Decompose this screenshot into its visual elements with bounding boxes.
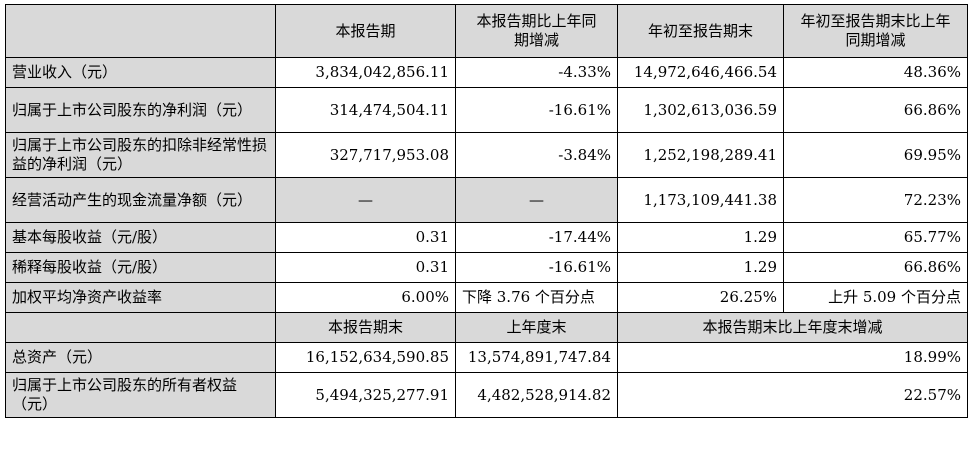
header-cell: 本报告期比上年同期增减 [455,4,618,58]
header-cell-text: 本报告期比上年同期增减 [476,12,597,49]
table-cell: 327,717,953.08 [275,132,456,178]
table-cell: 18.99% [617,342,968,373]
header-cell: 年初至报告期末比上年同期增减 [783,4,968,58]
table-row: 归属于上市公司股东的所有者权益（元） 5,494,325,277.91 4,48… [5,372,968,418]
row-label: 归属于上市公司股东的扣除非经常性损益的净利润（元） [5,132,276,178]
table-cell-na: — [275,177,456,223]
table-cell: 314,474,504.11 [275,87,456,133]
table-cell: 1.29 [617,222,784,253]
row-label: 基本每股收益（元/股） [5,222,276,253]
table-cell: -16.61% [455,252,618,283]
table-cell: 16,152,634,590.85 [275,342,456,373]
table-cell: 22.57% [617,372,968,418]
table-cell: 72.23% [783,177,968,223]
table-cell: -4.33% [455,57,618,88]
table-cell: 0.31 [275,222,456,253]
header-cell: 本报告期 [275,4,456,58]
table-row: 总资产（元） 16,152,634,590.85 13,574,891,747.… [5,342,968,373]
table-cell: 66.86% [783,87,968,133]
table-row: 归属于上市公司股东的净利润（元） 314,474,504.11 -16.61% … [5,87,968,133]
table-cell: 上升 5.09 个百分点 [783,282,968,313]
table-row: 经营活动产生的现金流量净额（元） — — 1,173,109,441.38 72… [5,177,968,223]
table-cell: 1,173,109,441.38 [617,177,784,223]
row-label: 经营活动产生的现金流量净额（元） [5,177,276,223]
header-cell-empty [5,4,276,58]
table-cell: 13,574,891,747.84 [455,342,618,373]
table-cell: 1.29 [617,252,784,283]
header-cell: 上年度末 [455,312,618,343]
table-header-row: 本报告期 本报告期比上年同期增减 年初至报告期末 年初至报告期末比上年同期增减 [5,4,968,58]
table-cell: 下降 3.76 个百分点 [455,282,618,313]
row-label: 归属于上市公司股东的所有者权益（元） [5,372,276,418]
table-cell: 69.95% [783,132,968,178]
header-cell-empty [5,312,276,343]
table-cell: 3,834,042,856.11 [275,57,456,88]
header-cell: 本报告期末 [275,312,456,343]
table-cell: 14,972,646,466.54 [617,57,784,88]
row-label: 归属于上市公司股东的净利润（元） [5,87,276,133]
table-cell: 1,252,198,289.41 [617,132,784,178]
table-row: 归属于上市公司股东的扣除非经常性损益的净利润（元） 327,717,953.08… [5,132,968,178]
row-label: 营业收入（元） [5,57,276,88]
table-cell: 65.77% [783,222,968,253]
financial-table-container: 本报告期 本报告期比上年同期增减 年初至报告期末 年初至报告期末比上年同期增减 … [5,4,968,418]
table-cell: 1,302,613,036.59 [617,87,784,133]
table-cell: -17.44% [455,222,618,253]
header-cell: 本报告期末比上年度末增减 [617,312,968,343]
header-cell: 年初至报告期末 [617,4,784,58]
table-row: 营业收入（元） 3,834,042,856.11 -4.33% 14,972,6… [5,57,968,88]
table-row: 基本每股收益（元/股） 0.31 -17.44% 1.29 65.77% [5,222,968,253]
table-row: 加权平均净资产收益率 6.00% 下降 3.76 个百分点 26.25% 上升 … [5,282,968,313]
row-label: 加权平均净资产收益率 [5,282,276,313]
table-cell: 6.00% [275,282,456,313]
table-cell-na: — [455,177,618,223]
table-cell: 5,494,325,277.91 [275,372,456,418]
table-cell: 26.25% [617,282,784,313]
table-subheader-row: 本报告期末 上年度末 本报告期末比上年度末增减 [5,312,968,343]
table-cell: 48.36% [783,57,968,88]
table-cell: 4,482,528,914.82 [455,372,618,418]
header-cell-text: 年初至报告期末比上年同期增减 [800,12,951,49]
table-cell: -16.61% [455,87,618,133]
table-row: 稀释每股收益（元/股） 0.31 -16.61% 1.29 66.86% [5,252,968,283]
table-cell: 0.31 [275,252,456,283]
table-cell: 66.86% [783,252,968,283]
financial-summary-table: 本报告期 本报告期比上年同期增减 年初至报告期末 年初至报告期末比上年同期增减 … [5,4,968,418]
table-cell: -3.84% [455,132,618,178]
row-label: 总资产（元） [5,342,276,373]
row-label: 稀释每股收益（元/股） [5,252,276,283]
